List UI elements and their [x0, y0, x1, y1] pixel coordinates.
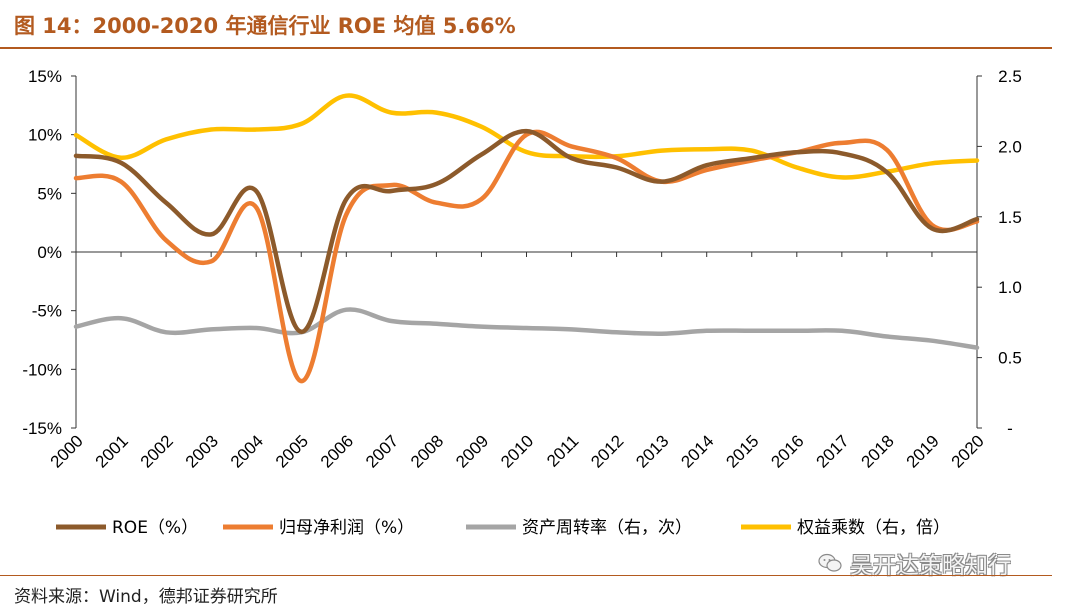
left-tick-label: -15% [22, 419, 62, 438]
x-tick-label: 2018 [858, 431, 898, 471]
right-tick-label: 2.5 [998, 67, 1022, 86]
left-tick-label: -10% [22, 360, 62, 379]
legend: ROE（%） 归母净利润（%） 资产周转率（右，次） 权益乘数（右，倍） [56, 518, 950, 538]
left-tick-label: 0% [37, 243, 62, 262]
right-tick-label: 2.0 [998, 137, 1022, 156]
legend-label-2: 归母净利润（%） [279, 518, 414, 538]
x-tick-label: 2019 [903, 431, 943, 471]
x-tick-label: 2003 [182, 431, 222, 471]
series-line-2 [73, 129, 980, 384]
x-tick-label: 2020 [948, 431, 988, 471]
wechat-icon [818, 553, 842, 572]
watermark: 吴开达策略知行 [818, 546, 1011, 580]
title-divider [0, 47, 1052, 49]
left-axis: 15% 10% 5% 0% -5% -10% -15% [22, 67, 77, 438]
x-axis: 2000 2001 2002 2003 2004 2005 2006 2007 2008 2009… [47, 251, 988, 472]
x-tick-label: 2017 [812, 431, 852, 471]
x-tick-label: 2006 [317, 431, 357, 471]
left-tick-label: 5% [37, 184, 62, 203]
x-tick-label: 2009 [452, 431, 492, 471]
x-tick-label: 2010 [497, 431, 537, 471]
x-tick-label: 2005 [272, 431, 312, 471]
figure-title: 图 14：2000-2020 年通信行业 ROE 均值 5.66% [14, 14, 516, 38]
left-tick-label: 10% [28, 126, 62, 145]
x-tick-label: 2013 [632, 431, 672, 471]
right-tick-label: 1.5 [998, 208, 1022, 227]
right-axis: 2.5 2.0 1.5 1.0 0.5 - [976, 67, 1022, 438]
x-tick-label: 2012 [587, 431, 627, 471]
right-tick-label: - [1007, 419, 1013, 438]
series-line-4 [73, 93, 980, 180]
x-tick-label: 2008 [407, 431, 447, 471]
left-tick-label: -5% [32, 302, 62, 321]
x-tick-label: 2016 [767, 431, 807, 471]
series-line-3 [73, 307, 980, 350]
x-tick-label: 2011 [543, 431, 582, 470]
left-tick-label: 15% [28, 67, 62, 86]
watermark-text: 吴开达策略知行 [850, 553, 1011, 579]
chart: 15% 10% 5% 0% -5% -10% -15% 2.5 2.0 1.5 1.0 0.5 - 2… [22, 67, 1022, 538]
x-tick-label: 2014 [677, 431, 717, 471]
footer-divider [0, 575, 1052, 576]
series-layer [73, 93, 980, 384]
source-note: 资料来源：Wind，德邦证券研究所 [14, 587, 278, 607]
x-tick-label: 2004 [227, 431, 267, 471]
legend-label-3: 资产周转率（右，次） [522, 518, 692, 538]
legend-label-4: 权益乘数（右，倍） [797, 518, 950, 538]
x-tick-label: 2001 [92, 431, 132, 471]
right-tick-label: 1.0 [998, 278, 1022, 297]
series-line-1 [73, 128, 980, 335]
x-tick-label: 2015 [722, 431, 762, 471]
x-tick-label: 2007 [362, 431, 402, 471]
legend-label-1: ROE（%） [112, 518, 198, 538]
x-tick-label: 2002 [137, 431, 177, 471]
right-tick-label: 0.5 [998, 349, 1022, 368]
